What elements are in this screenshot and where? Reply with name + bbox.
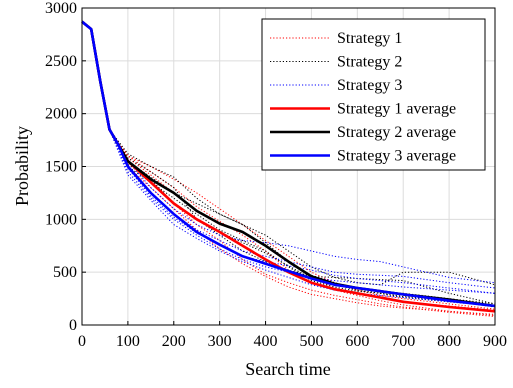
legend-label: Strategy 2 — [337, 54, 402, 71]
legend-label: Strategy 3 average — [337, 148, 456, 165]
y-tick-label: 0 — [69, 317, 77, 334]
x-tick-label: 800 — [437, 333, 461, 350]
y-tick-label: 2500 — [45, 53, 77, 70]
x-axis-ticks: 0 100 200 300 400 500 600 700 800 900 — [78, 321, 507, 350]
legend-label: Strategy 2 average — [337, 124, 456, 141]
x-tick-label: 200 — [162, 333, 186, 350]
x-tick-label: 400 — [254, 333, 278, 350]
x-tick-label: 300 — [208, 333, 232, 350]
x-tick-label: 100 — [116, 333, 140, 350]
legend-box — [261, 18, 486, 171]
y-tick-label: 2000 — [45, 106, 77, 123]
series-strategy-1-run-4-line — [81, 21, 496, 315]
x-tick-label: 500 — [299, 333, 323, 350]
legend: Strategy 1 Strategy 2 Strategy 3 Strategy 1… — [261, 18, 486, 171]
series-group — [81, 20, 496, 317]
y-tick-label: 3000 — [45, 0, 77, 17]
series-strategy-1-run-2-line — [81, 21, 496, 317]
y-tick-label: 500 — [53, 264, 77, 281]
y-axis-ticks: 0 500 1000 1500 2000 2500 3000 — [45, 0, 86, 334]
y-axis-label: Probability — [12, 126, 32, 206]
x-axis-label: Search time — [245, 359, 330, 379]
x-tick-label: 900 — [483, 333, 507, 350]
series-strategy-3-run-3-line — [81, 21, 496, 284]
series-strategy-2-run-4-line — [81, 21, 496, 286]
x-tick-label: 700 — [391, 333, 415, 350]
legend-label: Strategy 1 — [337, 30, 402, 47]
y-tick-label: 1000 — [45, 211, 77, 228]
series-strategy-2-run-5-line — [81, 21, 496, 307]
series-strategy-1-run-1-line — [81, 21, 496, 316]
legend-label: Strategy 1 average — [337, 101, 456, 118]
y-tick-label: 1500 — [45, 159, 77, 176]
legend-label: Strategy 3 — [337, 77, 402, 94]
x-tick-label: 0 — [78, 333, 86, 350]
x-tick-label: 600 — [345, 333, 369, 350]
series-strategy-3-average-line — [81, 20, 496, 308]
